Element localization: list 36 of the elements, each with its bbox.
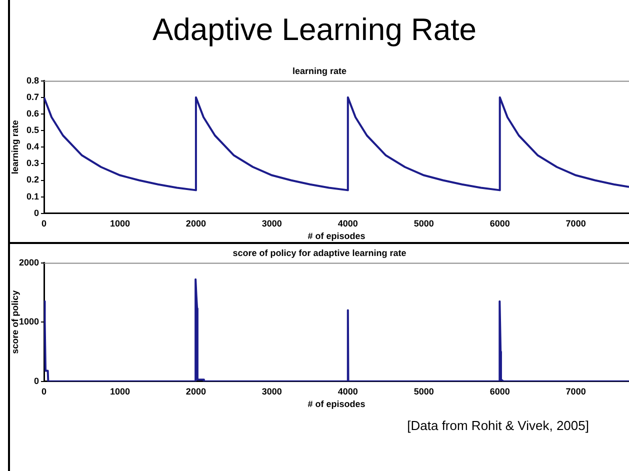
y-tick-label: 0 <box>34 208 39 218</box>
x-tick-label: 0 <box>41 218 47 228</box>
y-tick-label: 0.6 <box>26 108 39 118</box>
y-tick-label: 0.2 <box>26 174 39 185</box>
x-tick-label: 3000 <box>262 386 282 396</box>
y-tick-label: 0.4 <box>26 142 39 152</box>
y-tick-label: 1000 <box>18 316 39 327</box>
x-tick-label: 1000 <box>110 218 130 228</box>
chart-title: learning rate <box>292 66 347 76</box>
chart-title: score of policy for adaptive learning rate <box>232 248 406 258</box>
x-tick-label: 7000 <box>566 218 586 228</box>
y-axis-title: score of policy <box>10 290 20 354</box>
text: [Data from Rohit & Vivek, 2005] <box>407 418 589 433</box>
x-tick-label: 2000 <box>186 386 206 396</box>
x-tick-label: 2000 <box>186 218 206 228</box>
x-tick-label: 6000 <box>490 386 510 396</box>
x-tick-label: 7000 <box>566 386 586 396</box>
y-tick-label: 0.5 <box>26 125 39 136</box>
y-tick-label: 0.7 <box>26 92 39 102</box>
y-tick-label: 0.8 <box>26 75 39 86</box>
x-tick-label: 5000 <box>414 386 434 396</box>
x-axis-title: # of episodes <box>308 231 366 242</box>
y-axis-title: learning rate <box>10 120 20 174</box>
y-tick-label: 0.1 <box>26 191 39 202</box>
x-tick-label: 4000 <box>338 386 358 396</box>
y-tick-label: 2000 <box>18 257 39 268</box>
x-axis-title: # of episodes <box>308 399 366 410</box>
x-tick-label: 1000 <box>110 386 130 396</box>
x-tick-label: 5000 <box>414 218 434 228</box>
x-tick-label: 3000 <box>262 218 282 228</box>
y-tick-label: 0.3 <box>26 158 39 168</box>
x-tick-label: 6000 <box>490 218 510 228</box>
y-tick-label: 0 <box>34 376 39 386</box>
x-tick-label: 4000 <box>338 218 358 228</box>
x-tick-label: 0 <box>41 386 47 396</box>
text: Adaptive Learning Rate <box>151 12 478 48</box>
